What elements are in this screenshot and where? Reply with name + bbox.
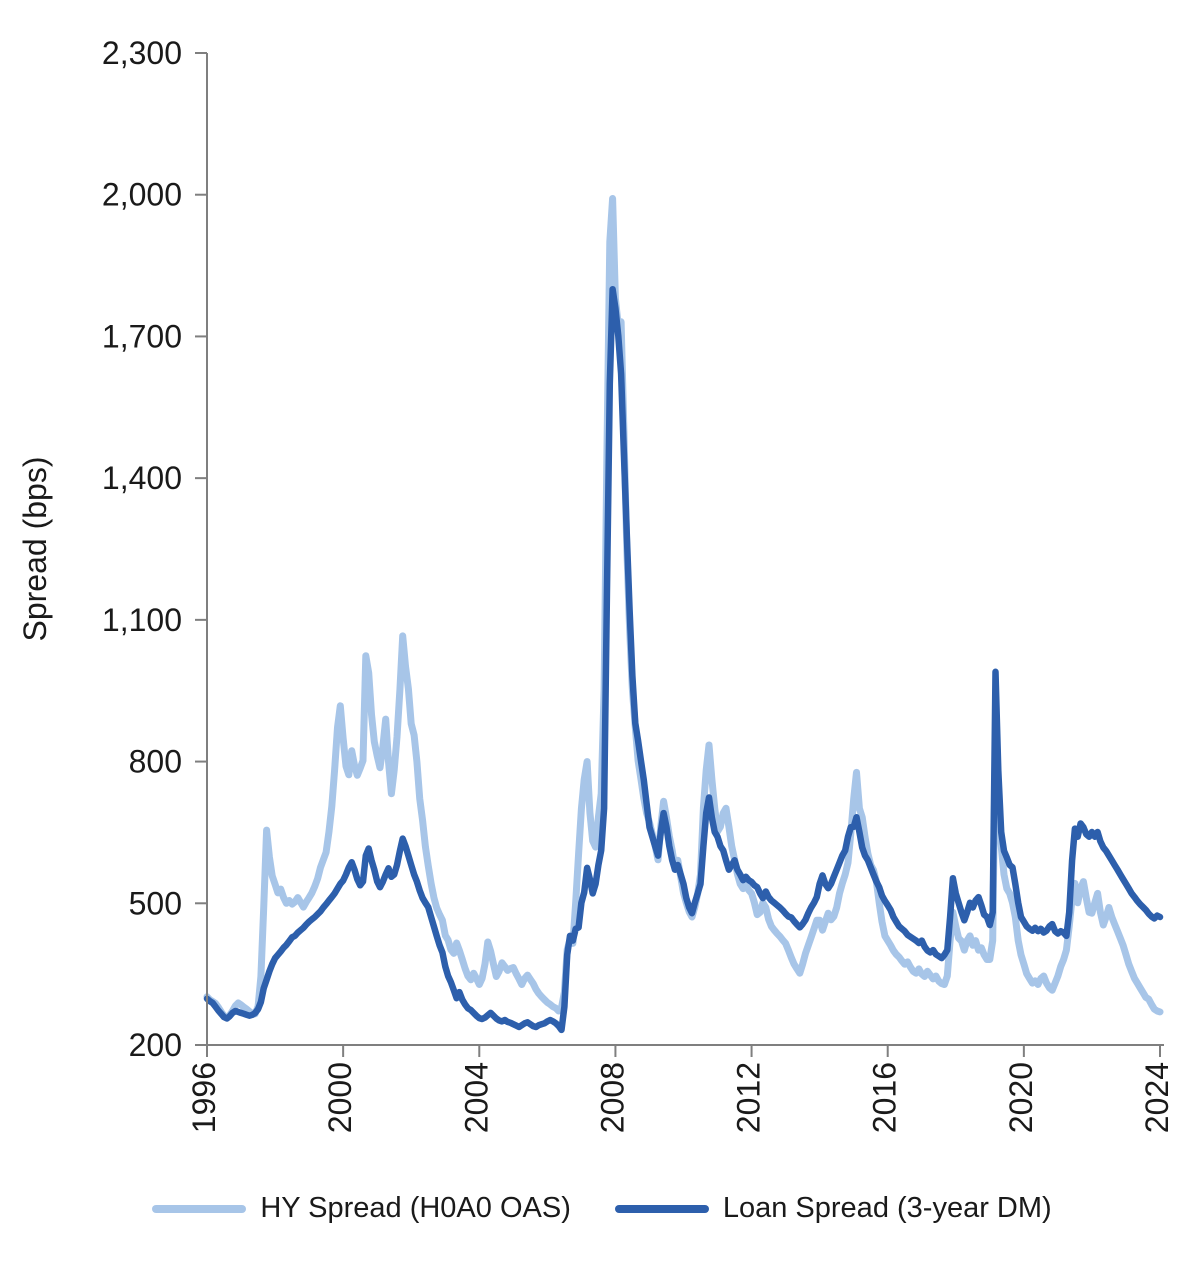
x-axis-tick-label: 1996: [186, 1062, 222, 1133]
x-axis-tick-label: 2016: [867, 1062, 903, 1133]
x-axis-tick-label: 2020: [1003, 1062, 1039, 1133]
y-axis-tick-label: 200: [129, 1027, 182, 1063]
legend-item-hy-spread: HY Spread (H0A0 OAS): [152, 1192, 571, 1225]
hy-spread-legend-label: HY Spread (H0A0 OAS): [260, 1192, 571, 1224]
hy-spread-swatch: [152, 1204, 247, 1213]
y-axis-tick-label: 1,700: [102, 318, 182, 354]
x-axis-tick-label: 2000: [322, 1062, 358, 1133]
y-axis-tick-label: 2,000: [102, 177, 182, 213]
x-axis-tick-label: 2024: [1139, 1062, 1175, 1133]
y-axis-tick-label: 800: [129, 744, 182, 780]
x-axis-tick-label: 2008: [594, 1062, 630, 1133]
y-axis-tick-label: 2,300: [102, 35, 182, 71]
loan-spread-legend-label: Loan Spread (3-year DM): [722, 1192, 1052, 1224]
y-axis-title: Spread (bps): [17, 457, 53, 642]
loan-spread-swatch: [614, 1204, 709, 1213]
y-axis-tick-label: 500: [129, 885, 182, 921]
loan-spread-line: [203, 285, 1164, 1034]
y-axis-tick-label: 1,400: [102, 460, 182, 496]
legend-item-loan-spread: Loan Spread (3-year DM): [614, 1192, 1052, 1225]
x-axis-tick-label: 2004: [458, 1062, 494, 1133]
x-axis-tick-label: 2012: [731, 1062, 767, 1133]
y-axis-tick-label: 1,100: [102, 602, 182, 638]
chart-legend: HY Spread (H0A0 OAS) Loan Spread (3-year…: [0, 1192, 1204, 1225]
